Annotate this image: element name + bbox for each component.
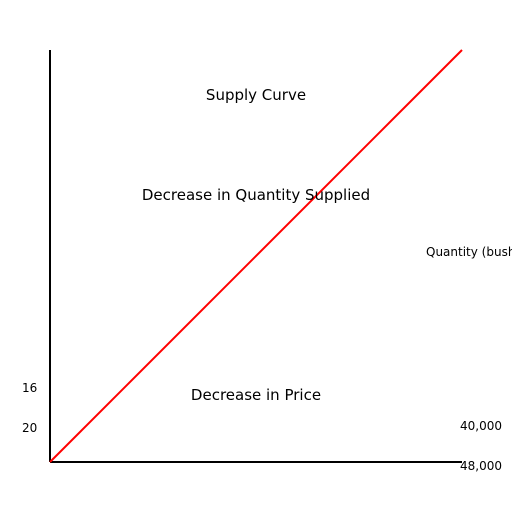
chart-title: Supply Curve [206,86,306,104]
y-tick-label: 20 [22,421,37,435]
annotation-price: Decrease in Price [191,386,321,404]
x-tick-label: 40,000 [460,419,502,433]
y-tick-label: 16 [22,381,37,395]
annotation-quantity: Decrease in Quantity Supplied [142,186,370,204]
x-tick-label: 48,000 [460,459,502,473]
supply-curve-line [49,49,463,463]
series-layer [49,49,463,463]
x-axis-label: Quantity (bushels) [426,245,512,259]
